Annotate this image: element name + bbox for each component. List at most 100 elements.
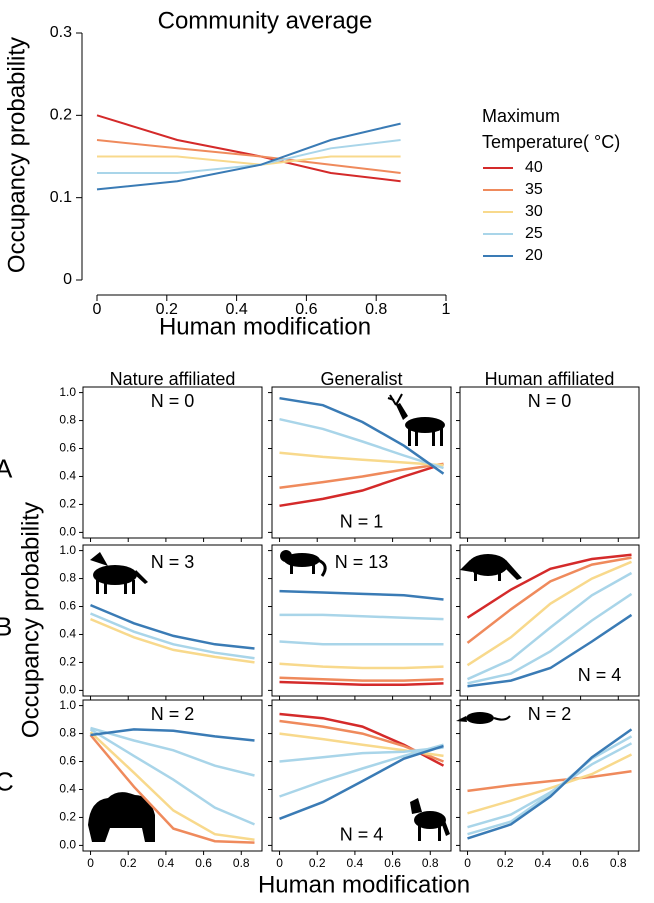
line: [279, 613, 444, 621]
deer-icon: [387, 393, 445, 446]
y-tick-label: 0.4: [59, 627, 76, 641]
line: [279, 462, 444, 489]
x-tick-label: 0.8: [610, 856, 627, 870]
x-tick-label: 0.2: [309, 856, 326, 870]
opossum-icon: [456, 712, 511, 724]
y-tick-label: 0: [63, 271, 72, 288]
line: [279, 744, 444, 820]
x-tick-label: 0.6: [384, 856, 401, 870]
panel-frame: [82, 699, 263, 852]
y-tick-label: 0.2: [59, 497, 76, 511]
panel-annotation: N = 3: [151, 552, 195, 572]
panel-frame: [82, 386, 263, 539]
panel-frame: [459, 544, 640, 697]
line: [90, 612, 255, 660]
x-tick-label: 1: [442, 301, 451, 318]
y-tick-label: 0.8: [59, 726, 76, 740]
y-tick-label: 0.0: [59, 683, 76, 697]
y-tick-label: 0.2: [59, 655, 76, 669]
x-tick-label: 0: [276, 856, 283, 870]
column-title: Generalist: [320, 369, 402, 389]
x-axis-label: Human modification: [258, 871, 470, 898]
x-tick-label: 0: [93, 301, 102, 318]
y-tick-label: 1.0: [59, 543, 76, 557]
y-tick-label: 0.4: [59, 782, 76, 796]
line: [467, 735, 633, 836]
panel-frame: [459, 386, 640, 539]
line: [279, 451, 444, 467]
chart-title: Community average: [158, 7, 373, 34]
y-tick-label: 0.6: [59, 599, 76, 613]
line: [279, 589, 444, 601]
line: [97, 155, 401, 166]
x-tick-label: 0: [464, 856, 471, 870]
y-tick-label: 0.0: [59, 525, 76, 539]
panel-annotation: N = 4: [340, 825, 384, 845]
y-tick-label: 0.4: [59, 469, 76, 483]
x-tick-label: 0.8: [365, 301, 387, 318]
x-axis-label: Human modification: [159, 313, 371, 340]
line: [279, 396, 445, 475]
panel-frame: [271, 699, 452, 852]
y-tick-label: 0.6: [59, 754, 76, 768]
column-title: Human affiliated: [485, 369, 615, 389]
row-label: A: [0, 453, 13, 483]
x-tick-label: 0.2: [497, 856, 514, 870]
line: [279, 676, 444, 682]
line: [279, 462, 444, 508]
line: [467, 753, 633, 815]
panel-annotation: N = 2: [528, 704, 572, 724]
x-tick-label: 0.4: [158, 856, 175, 870]
y-tick-label: 0.8: [59, 413, 76, 427]
line: [96, 122, 401, 191]
x-tick-label: 0.4: [347, 856, 364, 870]
x-tick-label: 0.4: [535, 856, 552, 870]
x-tick-label: 0: [87, 856, 94, 870]
line: [467, 770, 632, 793]
panel-frame: [271, 544, 452, 697]
bear-icon: [88, 792, 155, 842]
legend-title: Temperature( °C): [482, 132, 620, 152]
y-tick-label: 1.0: [59, 385, 76, 399]
panel-annotation: N = 4: [578, 665, 622, 685]
panel-annotation: N = 1: [340, 512, 384, 532]
raccoon-icon: [460, 554, 522, 581]
line: [466, 560, 632, 667]
y-tick-label: 0.0: [59, 838, 76, 852]
legend-label: 35: [525, 181, 543, 198]
wolf-icon: [90, 552, 148, 594]
legend-label: 30: [525, 203, 543, 220]
line: [96, 114, 401, 183]
line: [279, 746, 444, 763]
panel-frame: [271, 386, 452, 539]
y-tick-label: 0.1: [50, 189, 72, 206]
x-tick-label: 0.8: [422, 856, 439, 870]
line: [89, 731, 255, 842]
x-tick-label: 0.6: [195, 856, 212, 870]
y-tick-label: 0.2: [50, 107, 72, 124]
panel-annotation: N = 0: [528, 391, 572, 411]
y-tick-label: 1.0: [59, 698, 76, 712]
panel-annotation: N = 0: [151, 391, 195, 411]
y-tick-label: 0.2: [59, 810, 76, 824]
y-tick-label: 0.8: [59, 571, 76, 585]
line: [90, 728, 255, 742]
x-tick-label: 0.2: [156, 301, 178, 318]
line: [90, 617, 255, 664]
line: [466, 571, 633, 681]
cougar-icon: [280, 550, 327, 577]
panel-frame: [82, 544, 263, 697]
line: [279, 743, 444, 798]
row-label: C: [0, 766, 14, 796]
line: [96, 139, 401, 174]
line: [90, 726, 255, 777]
column-title: Nature affiliated: [110, 369, 236, 389]
y-axis-label: Occupancy probability: [3, 37, 30, 273]
line: [467, 613, 633, 688]
y-tick-label: 0.3: [50, 24, 72, 41]
legend-label: 25: [525, 225, 543, 242]
line: [466, 556, 632, 644]
line: [466, 553, 632, 619]
